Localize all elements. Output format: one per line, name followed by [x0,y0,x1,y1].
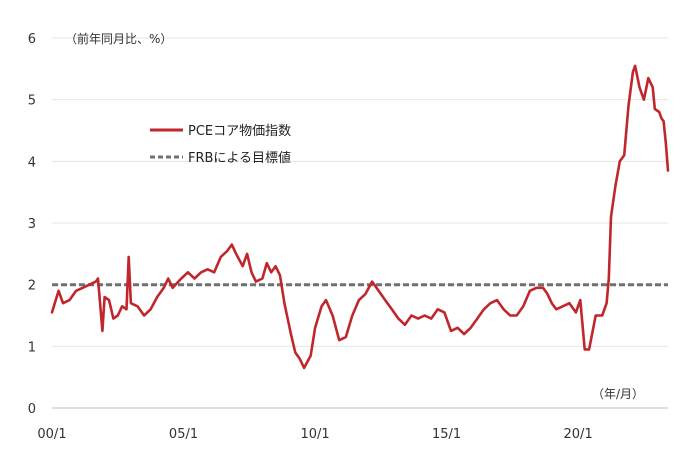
legend-label-pce: PCEコア物価指数 [188,124,291,139]
x-axis-tick-labels: 00/1 05/1 10/1 15/1 20/1 [37,427,592,442]
x-tick-label-4: 20/1 [564,427,593,442]
y-tick-label-5: 5 [28,94,36,109]
y-axis-tick-labels: 0 1 2 3 4 5 6 [28,32,36,417]
legend-label-frb: FRBによる目標値 [188,150,291,166]
y-tick-label-6: 6 [28,32,36,47]
y-tick-label-3: 3 [28,217,36,232]
x-tick-label-3: 15/1 [432,427,461,442]
y-unit-label: （前年同月比、%） [65,31,172,46]
y-tick-label-4: 4 [28,155,36,170]
y-tick-label-1: 1 [28,340,36,355]
x-tick-label-0: 00/1 [37,427,66,442]
x-unit-label: （年/月） [592,387,644,401]
x-tick-label-1: 05/1 [169,427,198,442]
series-line-0 [50,64,670,370]
legend: PCEコア物価指数 FRBによる目標値 [150,124,291,166]
y-tick-label-2: 2 [28,279,36,294]
y-tick-label-0: 0 [28,402,36,417]
series-layer [50,64,670,370]
x-tick-label-2: 10/1 [300,427,329,442]
